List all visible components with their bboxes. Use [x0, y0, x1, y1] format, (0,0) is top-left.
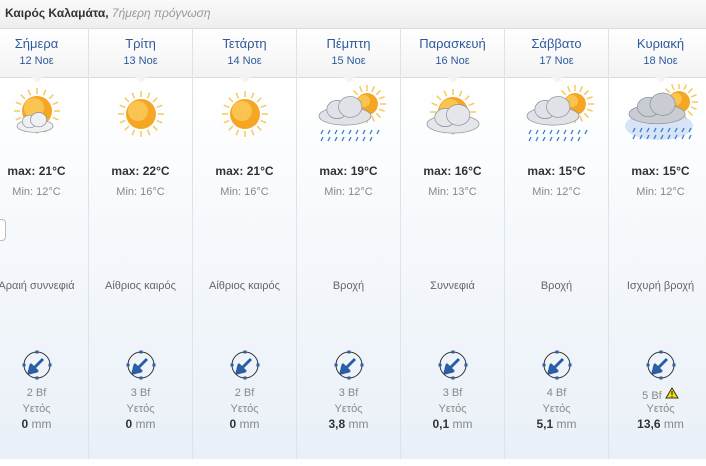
max-temp: max: 21°C	[7, 164, 66, 178]
wind-direction-icon	[229, 349, 261, 386]
day-date: 14 Νοε	[227, 55, 262, 67]
rain-icon	[297, 78, 400, 154]
wind-direction-icon	[541, 349, 573, 386]
day-header[interactable]: Τετάρτη 14 Νοε	[193, 29, 296, 83]
min-temp: Min: 16°C	[220, 186, 269, 198]
min-temp: Min: 12°C	[324, 186, 373, 198]
day-header[interactable]: Σήμερα 12 Νοε	[0, 29, 88, 83]
min-temp: Min: 12°C	[532, 186, 581, 198]
forecast-subtitle: 7ήμερη πρόγνωση	[111, 6, 211, 20]
wind-force: 3 Bf	[442, 387, 463, 399]
min-temp: Min: 16°C	[116, 186, 165, 198]
rain-unit: mm	[31, 417, 52, 431]
day-header[interactable]: Πέμπτη 15 Νοε	[297, 29, 400, 83]
rain-amount: 0	[229, 417, 237, 431]
rain-label: Υετός	[646, 403, 675, 415]
day-column: Κυριακή 18 Νοε max: 15°C Min: 12°C Ισχυρή…	[609, 29, 706, 459]
day-name: Κυριακή	[636, 36, 685, 51]
day-column: Σήμερα 12 Νοε max: 21°C Min: 12°C Αραιή σ…	[0, 29, 89, 459]
wind-direction-icon	[333, 349, 365, 386]
rain-amount: 0	[125, 417, 133, 431]
wind-force: 3 Bf	[130, 387, 151, 399]
sun-icon	[89, 78, 192, 154]
rain-amount: 5,1	[536, 417, 554, 431]
rain-amount: 0,1	[432, 417, 450, 431]
day-header[interactable]: Τρίτη 13 Νοε	[89, 29, 192, 83]
day-column: Τρίτη 13 Νοε max: 22°C Min: 16°C Αίθριος …	[89, 29, 193, 459]
wind-force: 3 Bf	[338, 387, 359, 399]
day-name: Πέμπτη	[326, 36, 371, 51]
day-header[interactable]: Παρασκευή 16 Νοε	[401, 29, 504, 83]
wind-force: 5 Bf	[642, 390, 662, 402]
max-temp: max: 16°C	[423, 164, 482, 178]
wind-force: 2 Bf	[234, 387, 255, 399]
rain-unit: mm	[239, 417, 260, 431]
day-date: 18 Νοε	[643, 55, 678, 67]
day-column: Σάββατο 17 Νοε max: 15°C Min: 12°C Βροχή …	[505, 29, 609, 459]
weather-description: Ισχυρή βροχή	[626, 280, 695, 292]
rain-unit: mm	[663, 417, 684, 431]
rain-label: Υετός	[22, 403, 51, 415]
rain-unit: mm	[348, 417, 369, 431]
warning-icon	[664, 387, 679, 399]
weather-description: Βροχή	[332, 280, 365, 292]
day-date: 16 Νοε	[435, 55, 470, 67]
day-header[interactable]: Σάββατο 17 Νοε	[505, 29, 608, 83]
wind-direction-icon	[125, 349, 157, 386]
city-title: Καιρός Καλαμάτα,	[5, 6, 109, 20]
rain-label: Υετός	[334, 403, 363, 415]
max-temp: max: 19°C	[319, 164, 378, 178]
rain-label: Υετός	[126, 403, 155, 415]
title-bar: Καιρός Καλαμάτα, 7ήμερη πρόγνωση	[0, 0, 706, 29]
day-header[interactable]: Κυριακή 18 Νοε	[609, 29, 706, 83]
cloudy-icon	[401, 78, 504, 154]
day-name: Τετάρτη	[222, 36, 267, 51]
wind-force: 2 Bf	[26, 387, 47, 399]
day-date: 17 Νοε	[539, 55, 574, 67]
rain-label: Υετός	[542, 403, 571, 415]
min-temp: Min: 12°C	[12, 186, 61, 198]
wind-force: 4 Bf	[546, 387, 567, 399]
max-temp: max: 22°C	[111, 164, 170, 178]
wind-direction-icon	[21, 349, 53, 386]
day-name: Τρίτη	[125, 36, 156, 51]
weather-description: Αίθριος καιρός	[209, 280, 280, 292]
day-date: 12 Νοε	[19, 55, 54, 67]
day-date: 13 Νοε	[123, 55, 158, 67]
min-temp: Min: 13°C	[428, 186, 477, 198]
rain-amount: 0	[21, 417, 29, 431]
day-date: 15 Νοε	[331, 55, 366, 67]
day-column: Παρασκευή 16 Νοε max: 16°C Min: 13°C Συνν…	[401, 29, 505, 459]
rain-label: Υετός	[230, 403, 259, 415]
rain-amount: 13,6	[637, 417, 661, 431]
rain-unit: mm	[556, 417, 577, 431]
max-temp: max: 15°C	[631, 164, 690, 178]
sun-cloud-icon	[0, 78, 88, 154]
rain-unit: mm	[135, 417, 156, 431]
day-name: Σάββατο	[531, 36, 582, 51]
heavy-rain-icon	[609, 78, 706, 154]
forecast-columns: Σήμερα 12 Νοε max: 21°C Min: 12°C Αραιή σ…	[0, 29, 706, 459]
scroll-left-button[interactable]	[0, 219, 6, 241]
sun-icon	[193, 78, 296, 154]
rain-amount: 3,8	[328, 417, 346, 431]
wind-direction-icon	[645, 349, 677, 386]
weather-description: Βροχή	[540, 280, 573, 292]
day-name: Σήμερα	[14, 36, 59, 51]
rain-label: Υετός	[438, 403, 467, 415]
day-column: Τετάρτη 14 Νοε max: 21°C Min: 16°C Αίθριο…	[193, 29, 297, 459]
rain-icon	[505, 78, 608, 154]
rain-unit: mm	[452, 417, 473, 431]
day-name: Παρασκευή	[419, 36, 486, 51]
max-temp: max: 21°C	[215, 164, 274, 178]
weather-description: Αραιή συννεφιά	[0, 280, 75, 292]
weather-description: Αίθριος καιρός	[105, 280, 176, 292]
min-temp: Min: 12°C	[636, 186, 685, 198]
day-column: Πέμπτη 15 Νοε max: 19°C Min: 12°C Βροχή 3…	[297, 29, 401, 459]
max-temp: max: 15°C	[527, 164, 586, 178]
wind-direction-icon	[437, 349, 469, 386]
weather-description: Συννεφιά	[430, 280, 475, 292]
